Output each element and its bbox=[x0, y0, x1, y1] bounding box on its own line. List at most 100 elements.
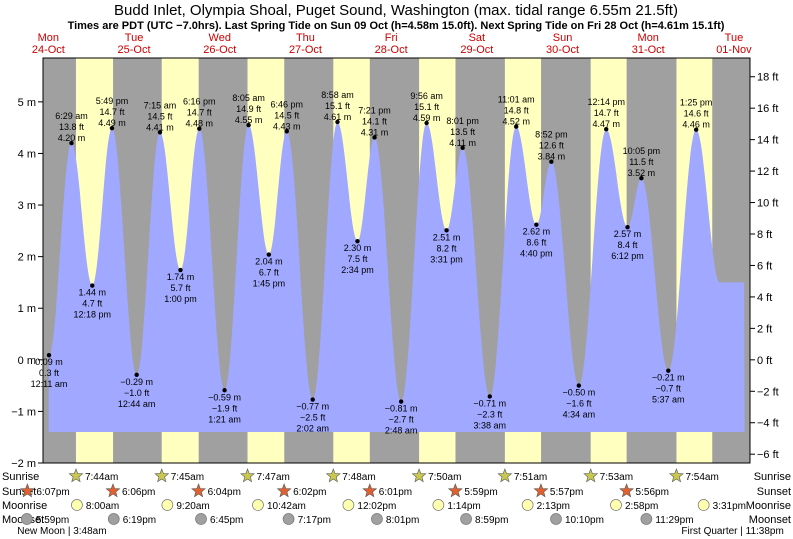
low-tide-label: 5.7 ft bbox=[170, 283, 191, 293]
day-of-week-label: Wed bbox=[209, 32, 231, 44]
moonrise-icon bbox=[610, 499, 622, 511]
low-tide-point bbox=[46, 352, 52, 358]
day-of-week-label: Tue bbox=[125, 32, 144, 44]
moonset-time-label: 8:01pm bbox=[386, 515, 419, 526]
low-tide-point bbox=[90, 283, 95, 288]
low-tide-label: 3:31 pm bbox=[430, 254, 463, 264]
high-tide-point bbox=[109, 125, 115, 131]
moonrise-icon bbox=[697, 499, 710, 511]
day-of-week-label: Sat bbox=[469, 32, 486, 44]
moonrise-time-label: 2:58pm bbox=[625, 501, 658, 512]
sunrise-icon bbox=[497, 468, 513, 483]
high-tide-label: 14.7 ft bbox=[187, 108, 213, 118]
high-tide-label: 14.9 ft bbox=[236, 104, 262, 114]
day-of-week-label: Sun bbox=[553, 32, 573, 44]
astro-rows: Sunrise Sunrise 7:44am 7:45am 7:47am 7:48am 7:… bbox=[2, 468, 791, 537]
y-tick-label-ft: 12 ft bbox=[757, 166, 778, 178]
y-tick-label-ft: 14 ft bbox=[757, 135, 778, 147]
moonset-icon bbox=[195, 513, 207, 525]
high-tide-point bbox=[549, 159, 554, 164]
high-tide-point bbox=[604, 126, 609, 132]
high-tide-label: 8:58 am bbox=[321, 90, 354, 100]
high-tide-label: 8:52 pm bbox=[535, 130, 568, 140]
high-tide-label: 14.5 ft bbox=[274, 110, 300, 120]
low-tide-label: 1.44 m bbox=[79, 288, 107, 298]
high-tide-label: 14.5 ft bbox=[147, 111, 173, 121]
y-tick-label-ft: 6 ft bbox=[757, 260, 772, 272]
date-label: 31-Oct bbox=[632, 44, 665, 56]
high-tide-label: 4.31 m bbox=[361, 127, 389, 137]
high-tide-point bbox=[460, 145, 465, 150]
axes: −2 m −1 m 0 m 1 m 2 m 3 m 4 m 5 m −6 ft −4 ft −2 f… bbox=[11, 57, 779, 470]
moonrise-time-label: 9:20am bbox=[176, 501, 209, 512]
y-tick-label-ft: −2 ft bbox=[757, 386, 779, 398]
sunset-time-label: 6:01pm bbox=[379, 487, 412, 498]
low-tide-label: −0.59 m bbox=[208, 392, 241, 402]
low-tide-label: −0.7 ft bbox=[656, 384, 682, 394]
moonset-icon bbox=[282, 513, 295, 525]
date-label: 01-Nov bbox=[716, 44, 752, 56]
plot-inner bbox=[43, 58, 750, 463]
sunrise-time-label: 7:45am bbox=[171, 472, 204, 483]
sunset-time-label: 6:07pm bbox=[36, 487, 69, 498]
moonrise-icon bbox=[252, 499, 264, 511]
moonset-time-label: 8:59pm bbox=[475, 515, 508, 526]
low-tide-label: −0.21 m bbox=[652, 373, 685, 383]
y-tick-label-ft: 18 ft bbox=[757, 72, 778, 84]
date-label: 29-Oct bbox=[460, 44, 493, 56]
high-tide-label: 6:46 pm bbox=[271, 99, 304, 109]
low-tide-label: 4:40 pm bbox=[520, 249, 553, 259]
low-tide-label: 7.5 ft bbox=[347, 254, 368, 264]
low-tide-label: 6:12 pm bbox=[611, 251, 644, 261]
high-tide-point bbox=[372, 135, 377, 140]
moonrise-time-label: 12:02pm bbox=[357, 501, 396, 512]
high-tide-point bbox=[513, 124, 519, 129]
date-label: 27-Oct bbox=[289, 44, 322, 56]
moon-phase-label: First Quarter | 11:38pm bbox=[681, 526, 783, 537]
y-tick-label-ft: 0 ft bbox=[757, 355, 772, 367]
plot-frame bbox=[42, 57, 751, 464]
day-of-week-label: Thu bbox=[296, 32, 315, 44]
low-tide-label: −0.71 m bbox=[473, 398, 506, 408]
day-of-week-label: Mon bbox=[638, 32, 659, 44]
chart-subtitle: Times are PDT (UTC −7.0hrs). Last Spring… bbox=[68, 20, 725, 32]
y-tick-label-m: −1 m bbox=[11, 406, 36, 418]
low-tide-point bbox=[576, 383, 582, 388]
y-tick-label-m: 2 m bbox=[18, 252, 36, 264]
sunset-icon bbox=[276, 483, 292, 498]
moonrise-time-label: 2:13pm bbox=[537, 501, 570, 512]
moonset-time-label: 7:17pm bbox=[298, 515, 331, 526]
high-tide-label: 8:01 pm bbox=[446, 116, 479, 126]
high-tide-label: 14.1 ft bbox=[362, 116, 388, 126]
moonset-time-label: 6:19pm bbox=[123, 515, 156, 526]
low-tide-point bbox=[134, 372, 139, 377]
low-tide-label: −1.6 ft bbox=[566, 399, 592, 409]
high-tide-label: 4.43 m bbox=[273, 121, 301, 131]
sunrise-row-label: Sunrise bbox=[2, 471, 39, 483]
low-tide-point bbox=[266, 252, 272, 257]
high-tide-point bbox=[639, 176, 644, 181]
moonset-time-label: 5:59pm bbox=[36, 515, 69, 526]
moonrise-time-label: 8:00am bbox=[86, 501, 119, 512]
low-tide-label: −0.77 m bbox=[296, 402, 329, 412]
high-tide-label: 11.5 ft bbox=[629, 157, 654, 167]
sunset-time-label: 5:56pm bbox=[636, 487, 669, 498]
chart-title: Budd Inlet, Olympia Shoal, Puget Sound, … bbox=[114, 2, 678, 19]
high-tide-label: 3.84 m bbox=[538, 152, 566, 162]
low-tide-label: 2:02 am bbox=[296, 424, 329, 434]
high-tide-label: 4.48 m bbox=[186, 119, 214, 129]
low-tide-label: 2.04 m bbox=[255, 257, 283, 267]
y-tick-label-ft: 8 ft bbox=[757, 229, 772, 241]
sunset-time-label: 6:06pm bbox=[122, 487, 155, 498]
low-tide-point bbox=[534, 222, 539, 227]
low-tide-label: 2.30 m bbox=[344, 243, 372, 253]
low-tide-label: −2.5 ft bbox=[300, 413, 326, 423]
low-tide-label: 2.51 m bbox=[433, 232, 461, 242]
low-tide-label: 0.09 m bbox=[35, 357, 63, 367]
high-tide-label: 1:25 pm bbox=[680, 98, 713, 108]
sunrise-icon bbox=[583, 468, 599, 483]
high-tide-label: 8:05 am bbox=[232, 93, 265, 103]
high-tide-label: 13.8 ft bbox=[59, 122, 85, 132]
high-tide-label: 11:01 am bbox=[498, 95, 535, 105]
